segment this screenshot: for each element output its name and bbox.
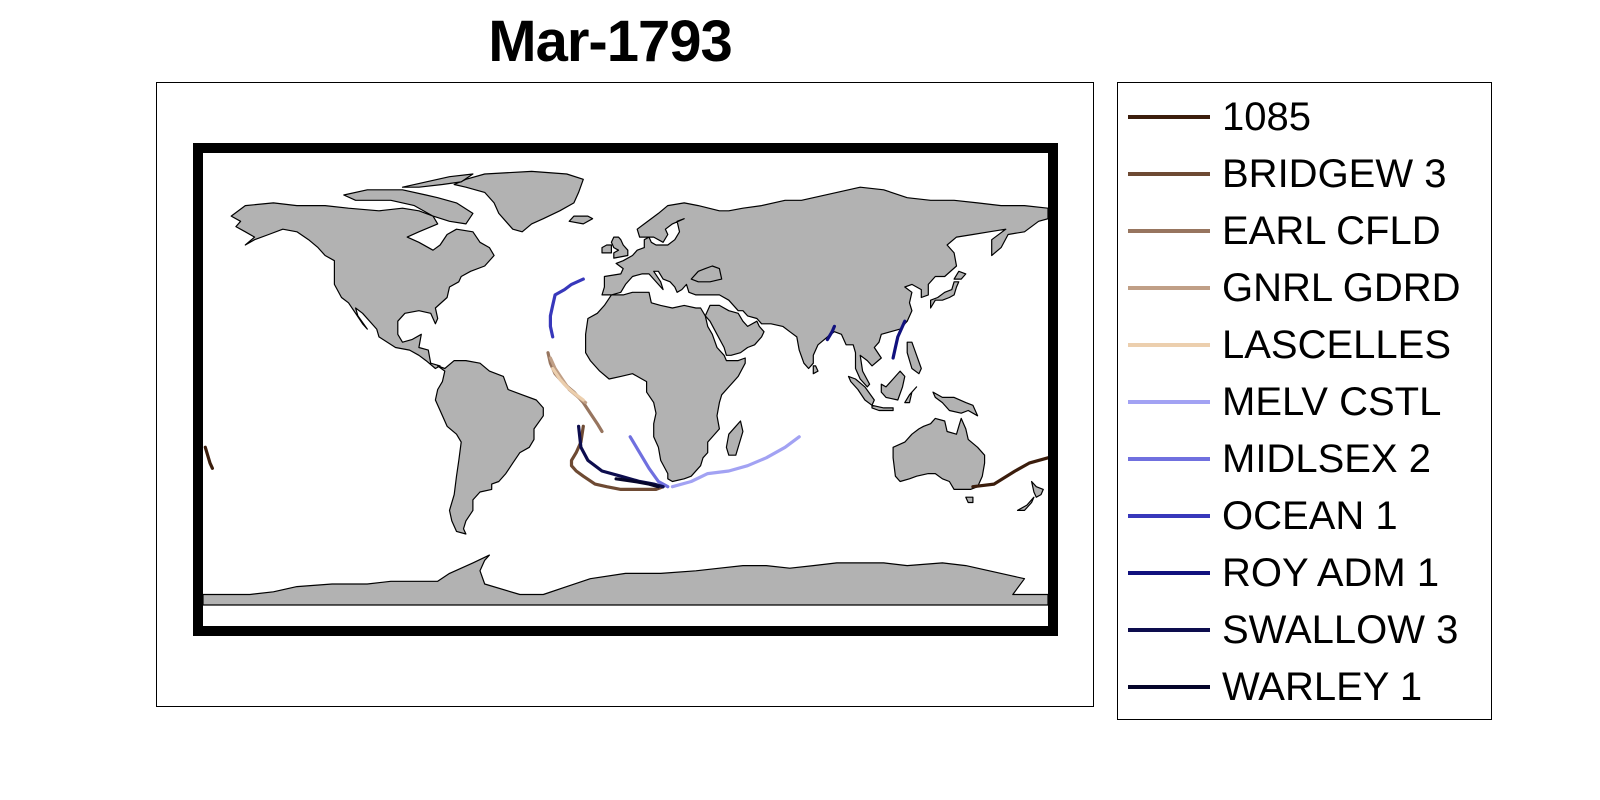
legend-swatch (1128, 514, 1210, 518)
track-layer (203, 277, 1048, 491)
landmass-sulawesi (904, 386, 918, 404)
legend-swatch (1128, 343, 1210, 347)
landmass-iceland (568, 215, 594, 225)
legend-item: BRIDGEW 3 (1128, 146, 1446, 202)
land-layer (203, 170, 1048, 606)
ship-track-roy-adm-1 (825, 324, 836, 342)
legend-item: WARLEY 1 (1128, 659, 1422, 715)
landmass-borneo (880, 370, 906, 401)
ship-track-lascelles (551, 366, 585, 402)
legend-item: OCEAN 1 (1128, 488, 1398, 544)
landmass-greenland (453, 170, 584, 233)
landmass-australia (892, 417, 986, 490)
legend-label: LASCELLES (1222, 322, 1452, 367)
legend-swatch (1128, 571, 1210, 575)
legend-swatch (1128, 229, 1210, 233)
landmass-arabia (704, 304, 765, 356)
legend-item: MELV CSTL (1128, 374, 1441, 430)
legend-swatch (1128, 172, 1210, 176)
world-map (193, 143, 1058, 636)
ship-track-warley-1 (614, 477, 660, 489)
ship-track-1085 (203, 445, 214, 470)
landmass-africa (585, 291, 746, 483)
landmass-new-zealand-north (1031, 480, 1044, 498)
legend-item: SWALLOW 3 (1128, 602, 1458, 658)
landmass-north-america (230, 202, 495, 370)
legend: 1085 BRIDGEW 3 EARL CFLD GNRL GDRD LASCE… (1117, 82, 1492, 720)
legend-swatch (1128, 628, 1210, 632)
map-title: Mar-1793 (488, 9, 732, 74)
legend-label: OCEAN 1 (1222, 493, 1398, 538)
map-panel (156, 82, 1094, 707)
ship-track-1085 (971, 456, 1048, 489)
landmass-ireland (601, 244, 612, 254)
landmass-hokkaido (953, 270, 967, 280)
legend-label: ROY ADM 1 (1222, 550, 1440, 595)
legend-swatch (1128, 115, 1210, 119)
legend-swatch (1128, 400, 1210, 404)
legend-swatch (1128, 457, 1210, 461)
landmass-philippines (906, 341, 922, 375)
legend-label: EARL CFLD (1222, 208, 1441, 253)
map-frame (193, 143, 1058, 636)
legend-item: LASCELLES (1128, 317, 1451, 373)
legend-item: MIDLSEX 2 (1128, 431, 1431, 487)
landmass-south-america (434, 360, 544, 535)
legend-item: 1085 (1128, 89, 1311, 145)
landmass-japan (930, 281, 960, 309)
legend-swatch (1128, 685, 1210, 689)
legend-label: BRIDGEW 3 (1222, 151, 1447, 196)
ship-track-melv-cstl (670, 435, 801, 489)
ship-track-roy-adm-1 (891, 319, 907, 360)
landmass-ellesmere (401, 173, 474, 188)
landmass-black-sea-gap (690, 265, 723, 283)
legend-item: EARL CFLD (1128, 203, 1441, 259)
legend-item: GNRL GDRD (1128, 260, 1461, 316)
ship-track-bridgew-3 (569, 424, 665, 491)
legend-label: 1085 (1222, 94, 1311, 139)
landmass-new-zealand-south (1016, 496, 1035, 511)
legend-item: ROY ADM 1 (1128, 545, 1439, 601)
landmass-britain (610, 236, 629, 259)
legend-swatch (1128, 286, 1210, 290)
landmass-java (871, 404, 894, 412)
landmass-antarctica (203, 554, 1048, 606)
legend-label: MELV CSTL (1222, 379, 1442, 424)
landmass-eurasia (601, 186, 1048, 388)
landmass-new-guinea (932, 391, 979, 417)
landmass-madagascar (725, 420, 744, 456)
ship-track-midlsex-2 (628, 435, 670, 489)
legend-label: WARLEY 1 (1222, 664, 1423, 709)
legend-label: SWALLOW 3 (1222, 607, 1459, 652)
landmass-tasmania (965, 496, 974, 504)
landmass-sri-lanka (812, 365, 819, 375)
ship-track-ocean-1 (548, 277, 585, 339)
landmass-canadian-islands (343, 189, 474, 225)
legend-label: GNRL GDRD (1222, 265, 1461, 310)
legend-label: MIDLSEX 2 (1222, 436, 1431, 481)
